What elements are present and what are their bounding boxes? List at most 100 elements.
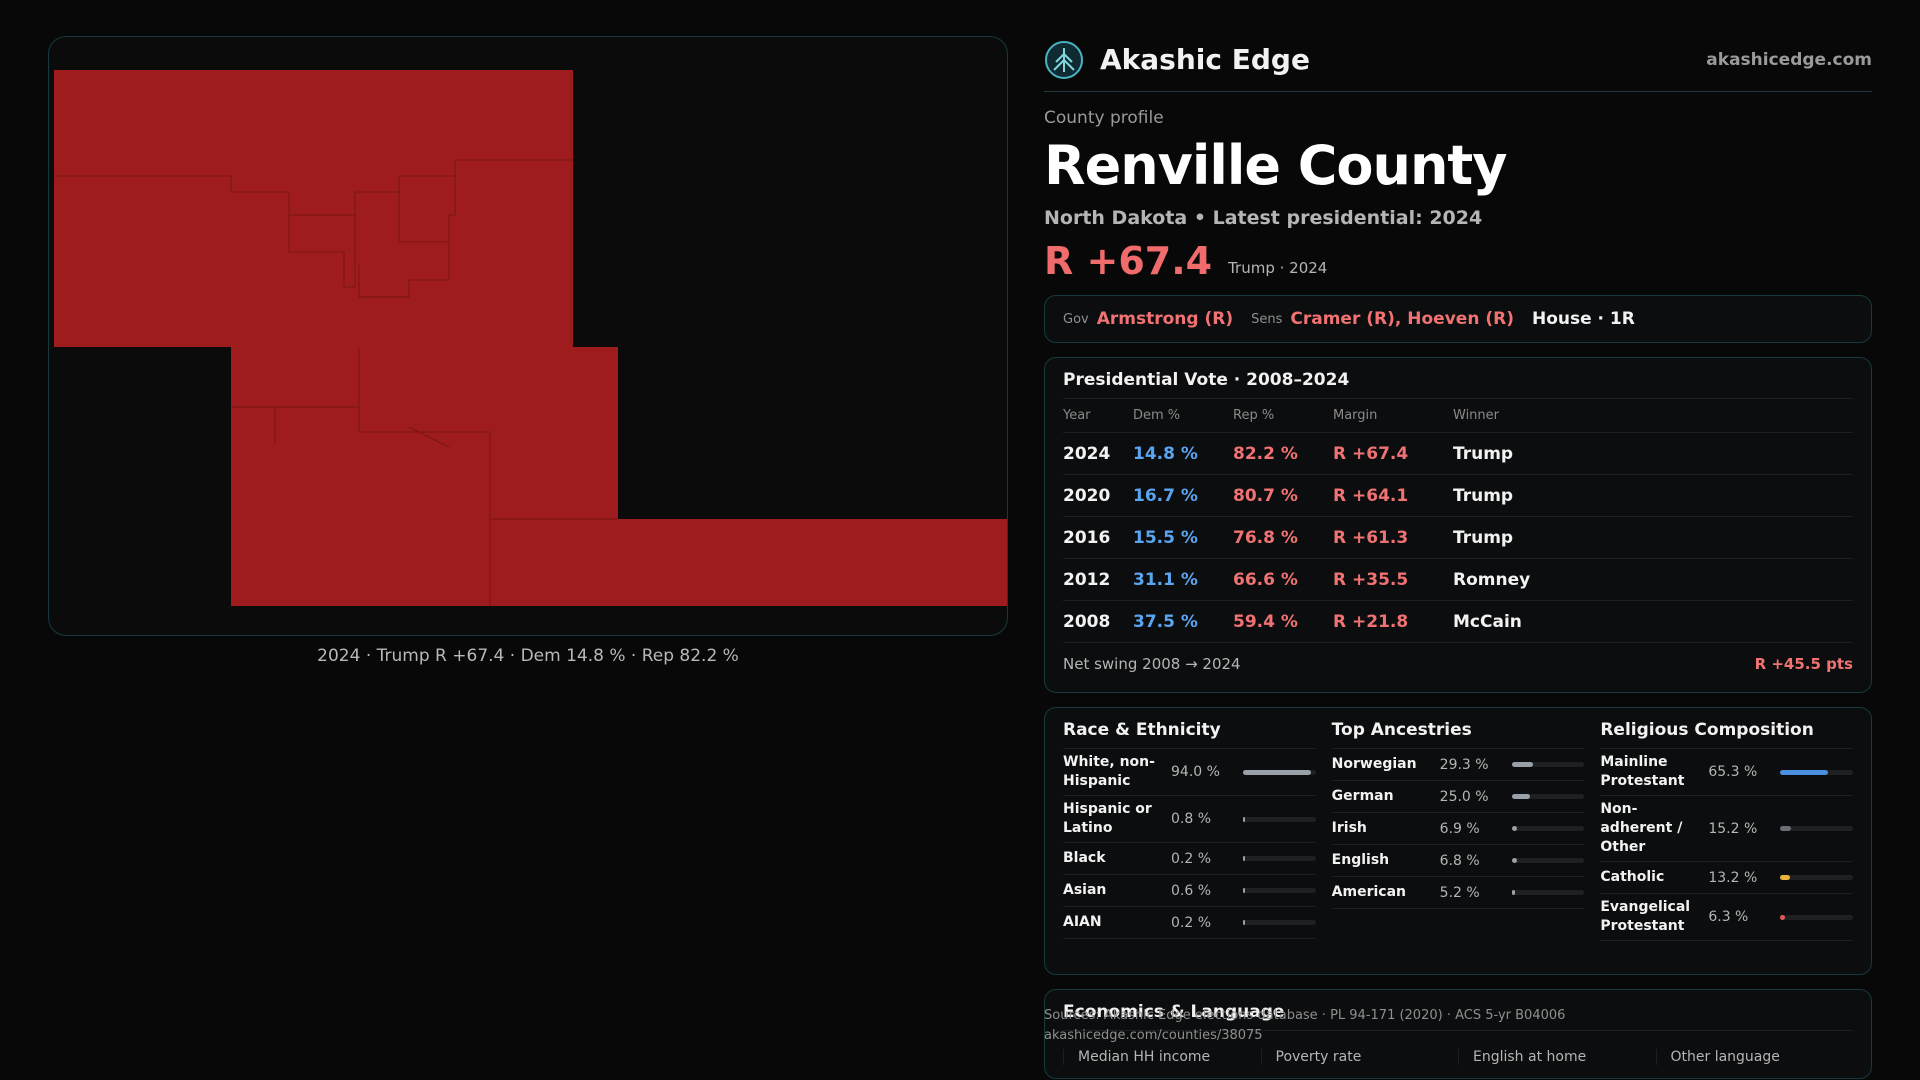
demo-value: 0.8 %	[1171, 811, 1212, 827]
list-item: German 25.0 %	[1331, 781, 1585, 813]
demo-bar-fill	[1243, 769, 1312, 775]
col-winner: Winner	[1453, 408, 1500, 423]
demo-label: Non-adherent / Other	[1600, 801, 1683, 855]
econ-col-income: Median HH income	[1063, 1049, 1261, 1065]
list-item: AIAN 0.2 %	[1063, 907, 1316, 939]
econ-col-poverty: Poverty rate	[1260, 1049, 1459, 1065]
demo-label: English	[1331, 852, 1390, 868]
row-winner: Trump	[1453, 485, 1514, 506]
list-item: American 5.2 %	[1331, 877, 1585, 909]
sources-url[interactable]: akashicedge.com/counties/38075	[1044, 1028, 1263, 1043]
demo-value: 94.0 %	[1171, 764, 1220, 780]
row-winner: Romney	[1453, 569, 1531, 590]
demo-bar-track	[1780, 914, 1854, 920]
row-dem: 31.1 %	[1133, 569, 1198, 590]
akashic-tree-logo-icon[interactable]	[1044, 40, 1084, 80]
ancestry-title: Top Ancestries	[1331, 720, 1585, 749]
county-map[interactable]	[48, 36, 1008, 636]
margin-value: R +67.4	[1044, 239, 1213, 283]
economics-columns: Median HH income Poverty rate English at…	[1063, 1049, 1853, 1065]
row-dem: 15.5 %	[1133, 527, 1198, 548]
row-year: 2012	[1063, 569, 1111, 590]
demo-label: Evangelical Protestant	[1600, 899, 1691, 934]
demo-bar-fill	[1780, 769, 1828, 775]
row-rep: 80.7 %	[1233, 485, 1298, 506]
demo-bar-track	[1243, 769, 1316, 775]
demo-bar-track	[1243, 888, 1316, 893]
profile-subline: North Dakota • Latest presidential: 2024	[1044, 207, 1483, 229]
row-rep: 82.2 %	[1233, 443, 1298, 464]
row-rep: 59.4 %	[1233, 611, 1298, 632]
row-dem: 16.7 %	[1133, 485, 1198, 506]
officials-card: Gov Armstrong (R) Sens Cramer (R), Hoeve…	[1044, 295, 1872, 343]
demo-bar-fill	[1511, 794, 1530, 799]
row-margin: R +67.4	[1333, 443, 1409, 464]
gov-label: Gov	[1063, 311, 1089, 327]
page-title: Renville County	[1044, 134, 1507, 197]
swing-value: R +45.5 pts	[1754, 655, 1853, 673]
list-item: Irish 6.9 %	[1331, 813, 1585, 845]
demo-bar-fill	[1511, 890, 1516, 895]
economics-card: Economics & Language Median HH income Po…	[1044, 989, 1872, 1079]
brand-name[interactable]: Akashic Edge	[1100, 43, 1310, 76]
demo-bar-fill	[1243, 920, 1246, 925]
demo-value: 15.2 %	[1708, 820, 1758, 837]
demo-bar-fill	[1511, 858, 1517, 863]
presidential-vote-card: Presidential Vote · 2008–2024 Year Dem %…	[1044, 357, 1872, 693]
demo-bar-track	[1511, 794, 1585, 799]
list-item: Norwegian 29.3 %	[1331, 749, 1585, 781]
sens-label: Sens	[1251, 311, 1283, 327]
list-item: English 6.8 %	[1331, 845, 1585, 877]
religion-title: Religious Composition	[1600, 720, 1854, 749]
demo-value: 29.3 %	[1439, 756, 1489, 773]
demographics-card: Race & Ethnicity White, non-Hispanic 94.0…	[1044, 707, 1872, 975]
list-item: Asian 0.6 %	[1063, 875, 1316, 907]
demo-bar-fill	[1243, 816, 1246, 822]
race-ethnicity-column: Race & Ethnicity White, non-Hispanic 94.0…	[1063, 720, 1316, 962]
demo-bar-fill	[1511, 762, 1533, 767]
list-item: Mainline Protestant 65.3 %	[1600, 749, 1854, 796]
demo-value: 6.8 %	[1439, 852, 1480, 869]
presidential-title: Presidential Vote · 2008–2024	[1063, 370, 1853, 399]
demo-bar-track	[1243, 920, 1316, 925]
net-swing: Net swing 2008 → 2024 R +45.5 pts	[1063, 655, 1853, 673]
row-rep: 76.8 %	[1233, 527, 1298, 548]
demo-bar-fill	[1511, 826, 1517, 831]
col-margin: Margin	[1333, 408, 1378, 423]
demo-bar-track	[1780, 875, 1854, 880]
col-dem: Dem %	[1133, 408, 1181, 423]
row-margin: R +21.8	[1333, 611, 1409, 632]
row-dem: 14.8 %	[1133, 443, 1198, 464]
list-item: White, non-Hispanic 94.0 %	[1063, 749, 1316, 796]
ancestry-column: Top Ancestries Norwegian 29.3 % German 25.0…	[1331, 720, 1585, 962]
list-item: Non-adherent / Other 15.2 %	[1600, 796, 1854, 862]
table-row: 2016 15.5 % 76.8 % R +61.3 Trump	[1063, 517, 1853, 559]
demo-value: 0.6 %	[1171, 882, 1212, 899]
demo-bar-fill	[1243, 888, 1246, 893]
demo-value: 0.2 %	[1171, 850, 1212, 867]
demo-bar-track	[1511, 826, 1585, 831]
demo-bar-fill	[1780, 875, 1790, 880]
latest-margin: R +67.4 Trump · 2024	[1044, 239, 1872, 283]
economics-title: Economics & Language	[1063, 1002, 1853, 1031]
table-row: 2020 16.7 % 80.7 % R +64.1 Trump	[1063, 475, 1853, 517]
row-year: 2020	[1063, 485, 1111, 506]
row-dem: 37.5 %	[1133, 611, 1198, 632]
col-year: Year	[1063, 408, 1091, 423]
demo-label: Irish	[1331, 820, 1367, 836]
township-lines	[54, 159, 618, 606]
demo-bar-fill	[1780, 826, 1792, 831]
sources-footnote: Sources: Akashic Edge elections database…	[1044, 1006, 1565, 1046]
sources-line: Sources: Akashic Edge elections database…	[1044, 1008, 1566, 1023]
presidential-table-header: Year Dem % Rep % Margin Winner	[1063, 399, 1853, 433]
demo-value: 6.9 %	[1439, 820, 1480, 837]
demo-value: 25.0 %	[1439, 788, 1489, 805]
demo-bar-track	[1243, 856, 1316, 861]
list-item: Evangelical Protestant 6.3 %	[1600, 894, 1854, 941]
demo-label: Black	[1063, 850, 1106, 866]
site-domain-link[interactable]: akashicedge.com	[1706, 49, 1872, 70]
senators: Cramer (R), Hoeven (R)	[1290, 309, 1514, 329]
row-year: 2008	[1063, 611, 1111, 632]
demo-bar-track	[1780, 826, 1854, 831]
list-item: Catholic 13.2 %	[1600, 862, 1854, 894]
